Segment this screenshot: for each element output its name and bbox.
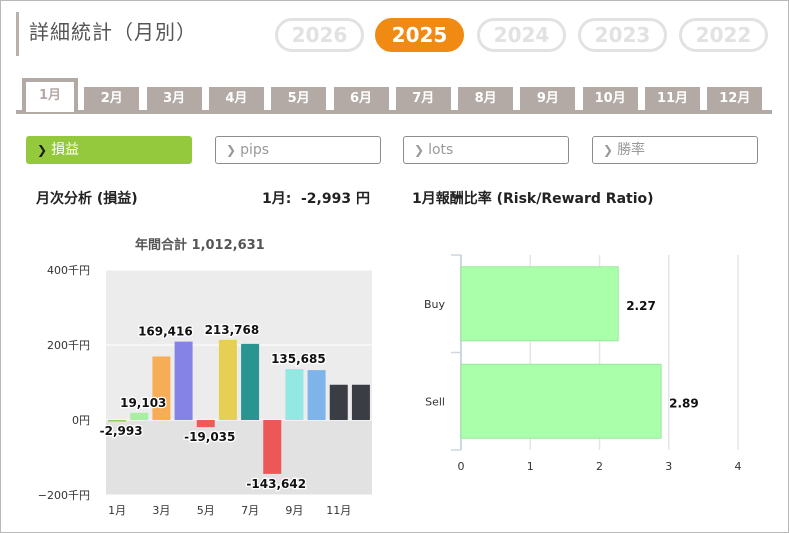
y-tick-label: Sell: [425, 395, 445, 408]
bar-7月: [241, 343, 260, 420]
x-tick-label: 2: [596, 460, 603, 473]
ratio-panel-title: 1月報酬比率 (Risk/Reward Ratio): [412, 191, 654, 207]
tab-month-10[interactable]: 10月: [582, 87, 638, 110]
plot-background-negative: [106, 420, 372, 495]
bar-sell: [460, 363, 662, 439]
x-tick-label: 3月: [152, 504, 170, 517]
tab-month-2[interactable]: 2月: [84, 87, 140, 110]
tab-month-11[interactable]: 11月: [645, 87, 700, 110]
bar-4月: [174, 341, 193, 420]
y-tick-label: 200千円: [47, 339, 90, 352]
year-button-2026[interactable]: 2026: [275, 18, 364, 52]
metric-label: pips: [240, 142, 270, 158]
data-label: 2.27: [626, 299, 656, 313]
tab-month-1[interactable]: 1月: [22, 78, 78, 112]
bar-1月: [108, 420, 127, 422]
data-label: 135,685: [271, 352, 326, 366]
y-tick-label: 400千円: [47, 264, 90, 277]
data-label: 19,103: [120, 396, 166, 410]
data-label: 169,416: [138, 325, 193, 339]
chevron-right-icon: ❯: [226, 143, 237, 157]
risk-reward-chart: 0 1 2 3 4 Buy 2.27 Sell 2.89: [424, 254, 742, 473]
data-label: -143,642: [246, 477, 306, 491]
bar-5月: [196, 420, 215, 428]
x-tick-label: 9月: [285, 504, 303, 517]
bar-2月: [130, 412, 149, 420]
year-button-2025[interactable]: 2025: [375, 18, 464, 52]
annual-total: 年間合計 1,012,631: [135, 238, 265, 253]
data-label: 2.89: [669, 396, 699, 410]
metric-button-profit[interactable]: ❯ 損益: [26, 136, 192, 164]
x-tick-label: 11月: [326, 504, 351, 517]
tab-month-4[interactable]: 4月: [208, 87, 264, 110]
tab-month-9[interactable]: 9月: [520, 87, 576, 110]
y-tick-label: 0円: [72, 414, 90, 427]
x-tick-label: 4: [735, 460, 742, 473]
chevron-right-icon: ❯: [603, 143, 614, 157]
tab-month-6[interactable]: 6月: [333, 87, 389, 110]
tab-month-3[interactable]: 3月: [146, 87, 202, 110]
bar-12月: [351, 384, 370, 420]
year-button-2024[interactable]: 2024: [477, 18, 566, 52]
tab-month-5[interactable]: 5月: [271, 87, 327, 110]
data-label: -2,993: [100, 424, 143, 438]
month-summary-label: 1月:: [262, 191, 292, 207]
page-title: 詳細統計（月別）: [29, 20, 197, 44]
metric-label: lots: [428, 142, 454, 158]
x-tick-label: 3: [665, 460, 672, 473]
tab-month-12[interactable]: 12月: [707, 87, 763, 110]
data-label: 213,768: [205, 323, 260, 337]
bar-3月: [152, 356, 171, 420]
month-summary-value: -2,993 円: [301, 191, 370, 207]
bar-6月: [218, 339, 237, 420]
x-tick-label: 7月: [241, 504, 259, 517]
title-bar: 詳細統計（月別）: [16, 12, 197, 56]
chevron-right-icon: ❯: [414, 143, 425, 157]
tab-month-7[interactable]: 7月: [395, 87, 451, 110]
bar-8月: [263, 420, 282, 474]
monthly-profit-chart: 400千円 200千円 0円 −200千円 1月 3月 5月 7月 9月 11月 -2,993 19,…: [38, 264, 372, 517]
x-tick-label: 1: [527, 460, 534, 473]
metric-label: 損益: [51, 142, 80, 158]
bar-9月: [285, 369, 304, 420]
tab-month-8[interactable]: 8月: [458, 87, 514, 110]
month-tabs: 1月 2月 3月 4月 5月 6月 7月 8月 9月 10月 11月 12月: [16, 78, 772, 114]
year-button-2022[interactable]: 2022: [679, 18, 768, 52]
x-tick-label: 5月: [197, 504, 215, 517]
y-tick-label: Buy: [424, 298, 446, 311]
x-tick-label: 1月: [108, 504, 126, 517]
metric-button-lots[interactable]: ❯ lots: [403, 136, 569, 164]
metric-button-win-rate[interactable]: ❯ 勝率: [592, 136, 758, 164]
monthly-panel-title: 月次分析 (損益): [36, 191, 138, 207]
metric-button-pips[interactable]: ❯ pips: [215, 136, 381, 164]
metric-label: 勝率: [617, 142, 646, 158]
x-tick-label: 0: [458, 460, 465, 473]
data-label: -19,035: [184, 430, 235, 444]
bar-buy: [460, 266, 619, 342]
year-button-2023[interactable]: 2023: [578, 18, 667, 52]
y-tick-label: −200千円: [38, 489, 90, 502]
bar-10月: [307, 370, 326, 420]
chevron-right-icon: ❯: [37, 143, 48, 157]
bar-11月: [329, 384, 348, 420]
